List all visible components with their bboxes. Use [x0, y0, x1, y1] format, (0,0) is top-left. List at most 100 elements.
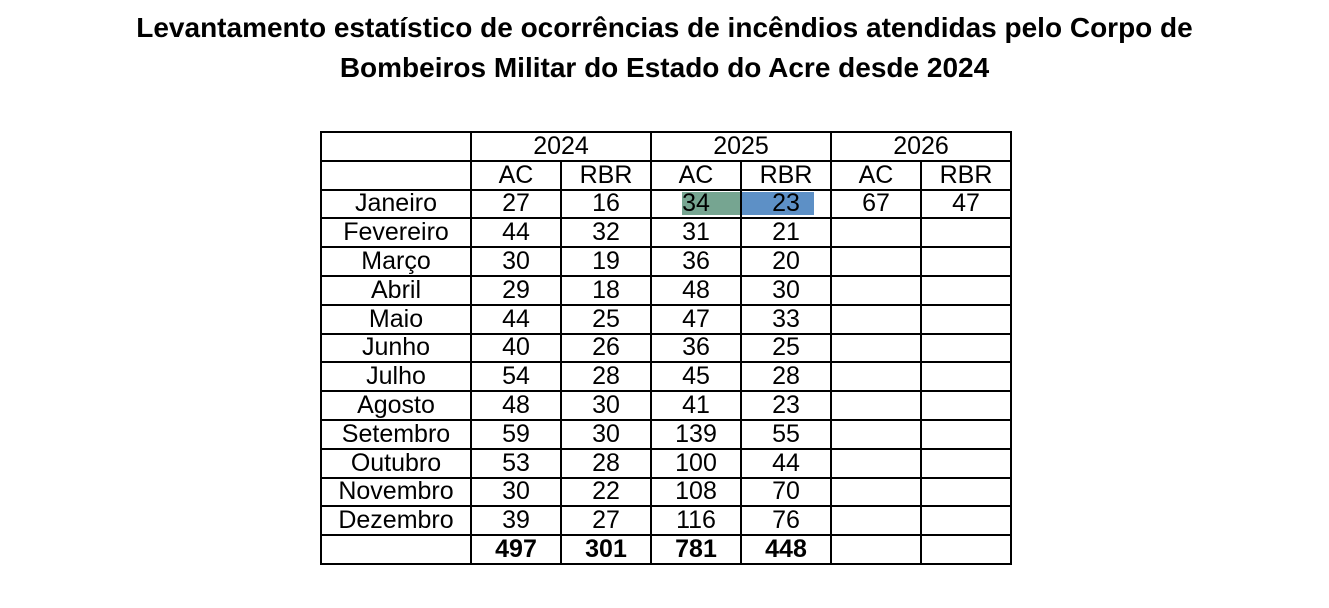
cell-value: 20: [772, 247, 800, 276]
value-cell: 28: [740, 361, 832, 393]
cell-value: 19: [592, 247, 620, 276]
value-cell: 108: [650, 476, 742, 508]
value-cell: 48: [650, 274, 742, 306]
month-label: Janeiro: [320, 188, 472, 220]
value-cell: [920, 246, 1012, 277]
month-row: Junho 40 26 36 25: [320, 332, 1012, 364]
value-cell: 44: [740, 447, 832, 479]
value-cell: 41: [650, 390, 742, 421]
value-cell: [920, 303, 1012, 335]
value-cell: 45: [650, 361, 742, 393]
value-cell: 32: [560, 217, 652, 249]
value-cell: 25: [740, 332, 832, 364]
value-cell: [830, 390, 922, 421]
value-cell: 19: [560, 246, 652, 277]
cell-value: 29: [502, 275, 530, 304]
selection-highlight: [681, 191, 739, 216]
cell-value: 139: [675, 419, 717, 448]
cell-value: 27: [502, 189, 530, 218]
cell-value: 47: [952, 189, 980, 218]
value-cell: [830, 332, 922, 364]
year-header-row: 2024 2025 2026: [320, 131, 1012, 162]
value-cell: 48: [470, 390, 562, 421]
value-cell: [920, 361, 1012, 393]
value-cell: 47: [920, 188, 1012, 220]
cell-value: 45: [682, 362, 710, 391]
cell-value: 30: [502, 247, 530, 276]
cell-value: 108: [675, 477, 717, 506]
cell-value: 30: [772, 275, 800, 304]
value-cell: [830, 361, 922, 393]
column-header-rbr-2025: RBR: [740, 159, 832, 191]
value-cell: 29: [470, 274, 562, 306]
cell-value: 23: [772, 391, 800, 420]
month-row: Novembro 30 22 108 70: [320, 476, 1012, 508]
month-label: Agosto: [320, 390, 472, 421]
month-row: Dezembro 39 27 116 76: [320, 505, 1012, 537]
value-cell: [830, 303, 922, 335]
month-row: Abril 29 18 48 30: [320, 274, 1012, 306]
month-row: Maio 44 25 47 33: [320, 303, 1012, 335]
cell-value: 448: [765, 535, 807, 564]
total-cell: [920, 534, 1012, 565]
value-cell: 76: [740, 505, 832, 537]
value-cell: 30: [470, 476, 562, 508]
page-title: Levantamento estatístico de ocorrências …: [0, 8, 1329, 88]
cell-value: 25: [592, 304, 620, 333]
month-row: Janeiro 27 16 34 23 67 47: [320, 188, 1012, 220]
value-cell: 100: [650, 447, 742, 479]
value-cell: 27: [560, 505, 652, 537]
value-cell: 34: [650, 188, 742, 220]
value-cell: 20: [740, 246, 832, 277]
cell-value: 23: [772, 189, 800, 218]
table-body: Janeiro 27 16 34 23 67 47 Fevereiro 44 32 31 21 Març…: [320, 188, 1012, 565]
value-cell: [920, 418, 1012, 450]
title-line-2: Bombeiros Militar do Estado do Acre desd…: [339, 52, 990, 83]
value-cell: 54: [470, 361, 562, 393]
total-cell: [830, 534, 922, 565]
value-cell: 70: [740, 476, 832, 508]
month-row: Setembro 59 30 139 55: [320, 418, 1012, 450]
month-label: Novembro: [320, 476, 472, 508]
cell-value: 36: [682, 247, 710, 276]
value-cell: 28: [560, 361, 652, 393]
corner-cell-bottom: [320, 159, 472, 191]
cell-value: 48: [502, 391, 530, 420]
column-header-rbr-2024: RBR: [560, 159, 652, 191]
column-header-rbr-2026: RBR: [920, 159, 1012, 191]
cell-value: 39: [502, 506, 530, 535]
total-cell: 781: [650, 534, 742, 565]
cell-value: 31: [682, 218, 710, 247]
cell-value: 55: [772, 419, 800, 448]
value-cell: 44: [470, 217, 562, 249]
cell-value: 32: [592, 218, 620, 247]
value-cell: 33: [740, 303, 832, 335]
value-cell: [920, 332, 1012, 364]
year-header-2026: 2026: [830, 131, 1012, 162]
cell-value: 53: [502, 448, 530, 477]
value-cell: [830, 274, 922, 306]
value-cell: 55: [740, 418, 832, 450]
cell-value: 100: [675, 448, 717, 477]
value-cell: [920, 476, 1012, 508]
cell-value: 67: [862, 189, 890, 218]
value-cell: 31: [650, 217, 742, 249]
cell-value: 28: [592, 362, 620, 391]
value-cell: [830, 217, 922, 249]
cell-value: 28: [592, 448, 620, 477]
value-cell: 30: [560, 418, 652, 450]
column-header-ac-2025: AC: [650, 159, 742, 191]
cell-value: 26: [592, 333, 620, 362]
month-label: Abril: [320, 274, 472, 306]
value-cell: 59: [470, 418, 562, 450]
cell-value: 25: [772, 333, 800, 362]
value-cell: [920, 505, 1012, 537]
column-header-ac-2026: AC: [830, 159, 922, 191]
month-label: Maio: [320, 303, 472, 335]
cell-value: 48: [682, 275, 710, 304]
value-cell: 36: [650, 332, 742, 364]
cell-value: 54: [502, 362, 530, 391]
month-row: Fevereiro 44 32 31 21: [320, 217, 1012, 249]
value-cell: [920, 390, 1012, 421]
month-label: Março: [320, 246, 472, 277]
